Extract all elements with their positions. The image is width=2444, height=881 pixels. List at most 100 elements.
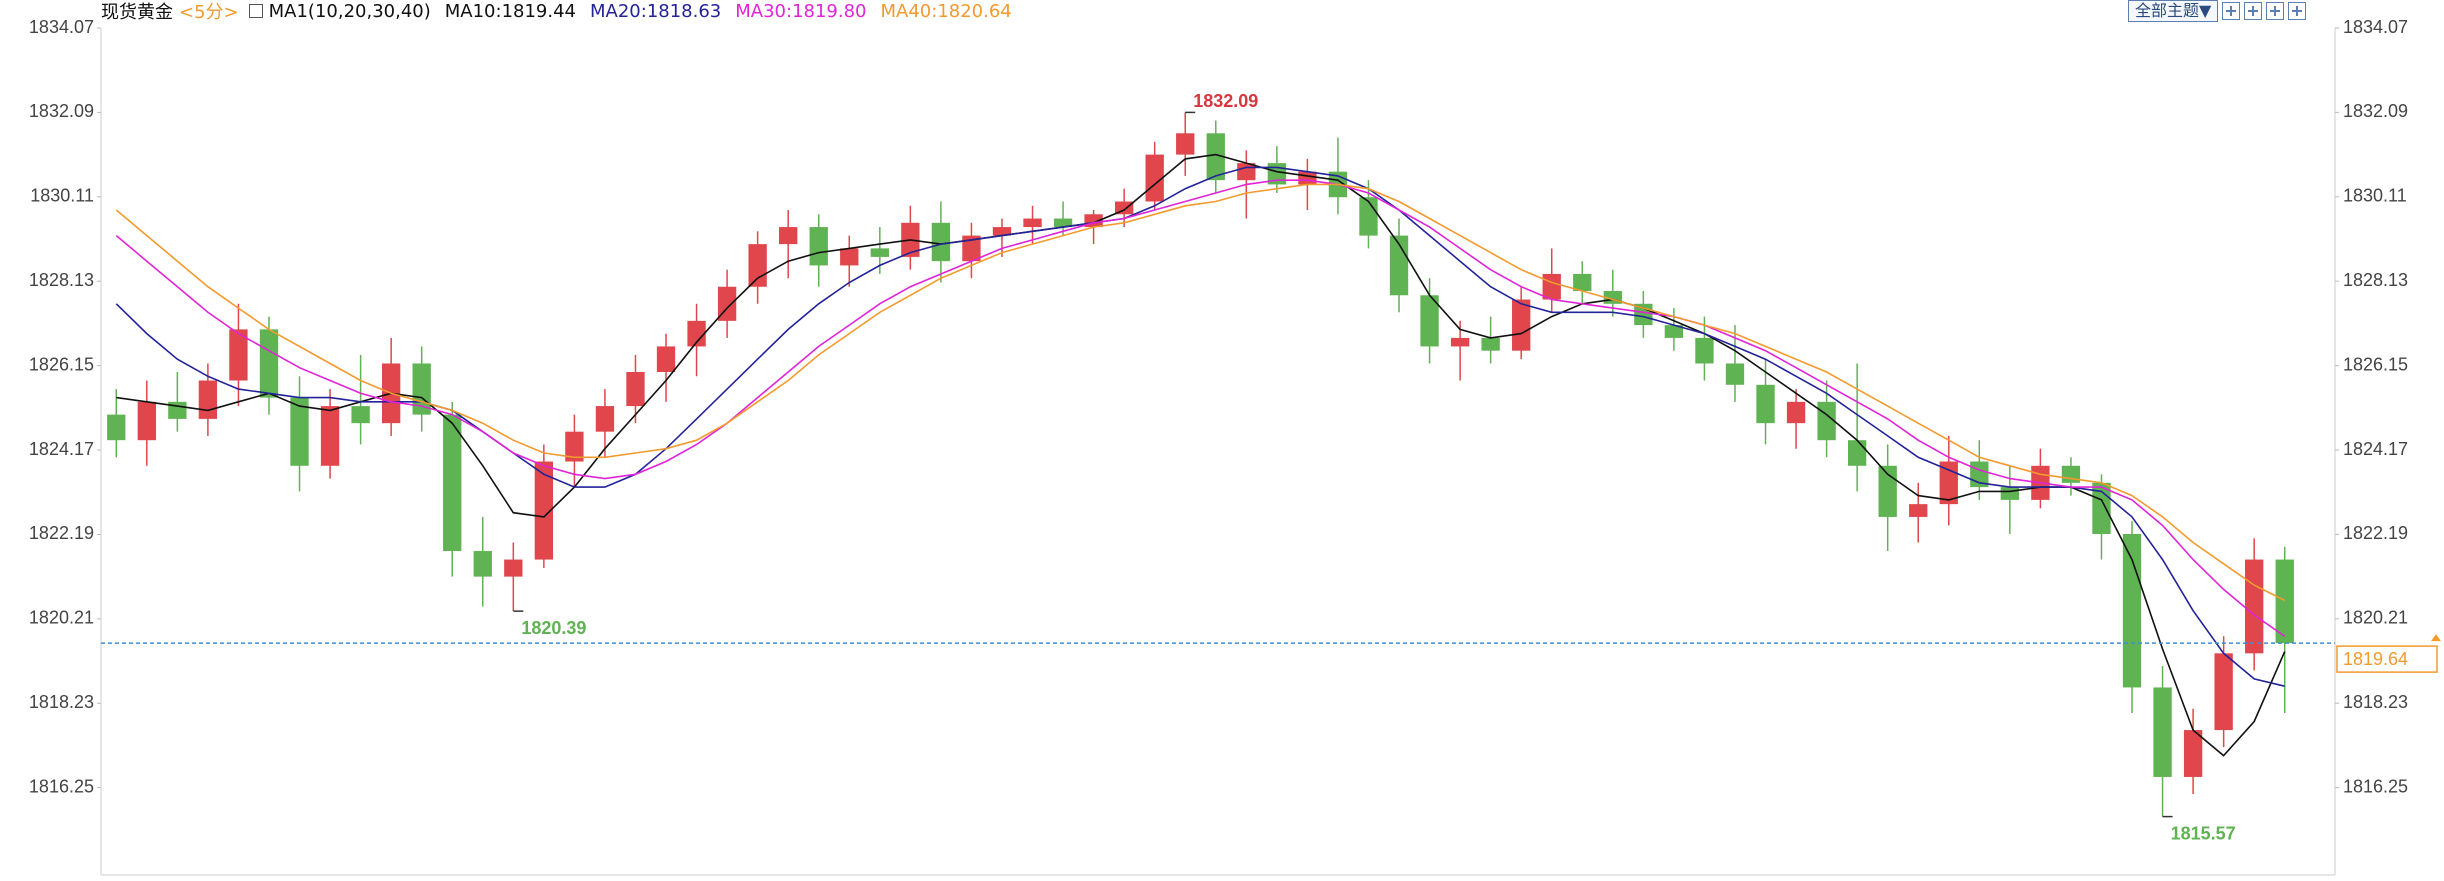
candle-body [1481, 337, 1500, 351]
candle-body [1573, 273, 1592, 292]
candle-body [565, 431, 584, 462]
candle-body [1725, 363, 1745, 385]
last-price-tag [2336, 645, 2438, 673]
tool-icon[interactable] [2244, 2, 2263, 20]
tool-icon[interactable] [2222, 2, 2241, 20]
y2-tick-label: 1822.19 [2343, 523, 2408, 543]
candle-body [1664, 325, 1684, 338]
legend-entry: MA40:1820.64 [880, 0, 1012, 22]
candle-body [1206, 133, 1225, 181]
candle-body [687, 320, 706, 347]
candle-body [473, 551, 492, 577]
legend-entry: MA20:1818.63 [590, 0, 722, 22]
y2-tick-label: 1820.21 [2343, 608, 2408, 628]
y-tick-label: 1816.25 [29, 776, 94, 796]
candle-body [320, 406, 340, 466]
extreme-label: 1820.39 [521, 618, 586, 638]
candle-body [504, 559, 523, 577]
candle-body [107, 414, 126, 441]
candle-body [290, 397, 309, 466]
ma-line [116, 153, 2286, 757]
candle-body [1786, 401, 1806, 424]
candle-body [2183, 730, 2203, 777]
candle-body [1878, 465, 1897, 517]
candle-body [229, 329, 248, 381]
y-tick-label: 1822.19 [29, 523, 94, 543]
y2-tick-label: 1830.11 [2343, 186, 2407, 206]
indicator-label: MA1(10,20,30,40) [268, 0, 431, 22]
candle-body [1023, 218, 1042, 228]
candle-body [1695, 337, 1714, 364]
tool-icon[interactable] [2266, 2, 2285, 20]
y-tick-label: 1830.11 [30, 186, 94, 206]
candle-body [259, 329, 279, 398]
y2-tick-label: 1816.25 [2343, 776, 2408, 796]
y2-tick-label: 1824.17 [2343, 439, 2408, 459]
candle-body [1145, 154, 1164, 202]
indicator-icon[interactable] [248, 4, 263, 18]
toolbar: 全部主题▼ [2128, 0, 2307, 22]
legend-entry: MA10:1819.44 [444, 0, 576, 22]
candle-body [2122, 533, 2142, 688]
y2-tick-label: 1818.23 [2343, 692, 2408, 712]
candle-body [1542, 273, 1561, 300]
candle-body [1450, 337, 1470, 347]
candle-body [626, 372, 645, 407]
candle-body [351, 406, 370, 424]
candle-body [1053, 218, 1073, 228]
candle-body [137, 401, 156, 441]
extreme-label: 1832.09 [1193, 91, 1258, 111]
candle-body [809, 227, 828, 266]
candle-body [962, 235, 981, 262]
candle-body [595, 406, 615, 432]
y2-tick-label: 1828.13 [2343, 270, 2408, 290]
chart-title: 现货黄金 [101, 2, 173, 23]
candle-body [1420, 295, 1439, 347]
candle-body [779, 227, 798, 245]
candle-body [1512, 299, 1531, 351]
candle-body [534, 461, 554, 560]
candle-body [1756, 384, 1775, 424]
y-tick-label: 1820.21 [29, 608, 94, 628]
candle-body [1909, 504, 1928, 517]
chart-period: <5分> [179, 2, 239, 23]
chart-header: 现货黄金 <5分> MA1(10,20,30,40) MA10:1819.44 M… [101, 0, 1012, 24]
y2-tick-label: 1832.09 [2343, 101, 2408, 121]
candle-body [443, 414, 462, 552]
candle-body [198, 380, 218, 419]
candle-body [412, 363, 431, 415]
y-tick-label: 1834.07 [29, 17, 94, 37]
ma-line [115, 166, 2285, 687]
legend-entry: MA30:1819.80 [735, 0, 867, 22]
candle-body [1176, 133, 1195, 155]
candle-body [656, 346, 676, 373]
y2-tick-label: 1826.15 [2343, 354, 2408, 374]
candle-body [2000, 487, 2020, 500]
candle-body [840, 248, 859, 266]
y-tick-label: 1818.23 [29, 692, 94, 712]
candle-body [931, 222, 951, 262]
y-tick-label: 1824.17 [29, 439, 94, 459]
y-tick-label: 1828.13 [29, 270, 94, 290]
ma-line [115, 183, 2286, 602]
y2-tick-label: 1834.07 [2343, 17, 2408, 37]
candle-body [2275, 559, 2294, 644]
tool-icon[interactable] [2288, 2, 2307, 20]
y-tick-label: 1826.15 [29, 354, 94, 374]
candle-body [2214, 653, 2233, 731]
candle-body [992, 227, 1012, 236]
candle-body [1298, 171, 1317, 185]
ma-line [115, 179, 2286, 637]
candle-body [1847, 440, 1867, 466]
candle-body [1359, 197, 1378, 236]
y-tick-label: 1832.09 [29, 101, 94, 121]
candle-body [2153, 687, 2172, 777]
last-price-label: 1819.64 [2343, 649, 2408, 669]
candle-body [870, 248, 889, 257]
last-price-arrow [2431, 634, 2441, 642]
candle-body [748, 244, 767, 287]
candle-body [2245, 559, 2264, 654]
theme-button[interactable]: 全部主题▼ [2128, 0, 2219, 22]
